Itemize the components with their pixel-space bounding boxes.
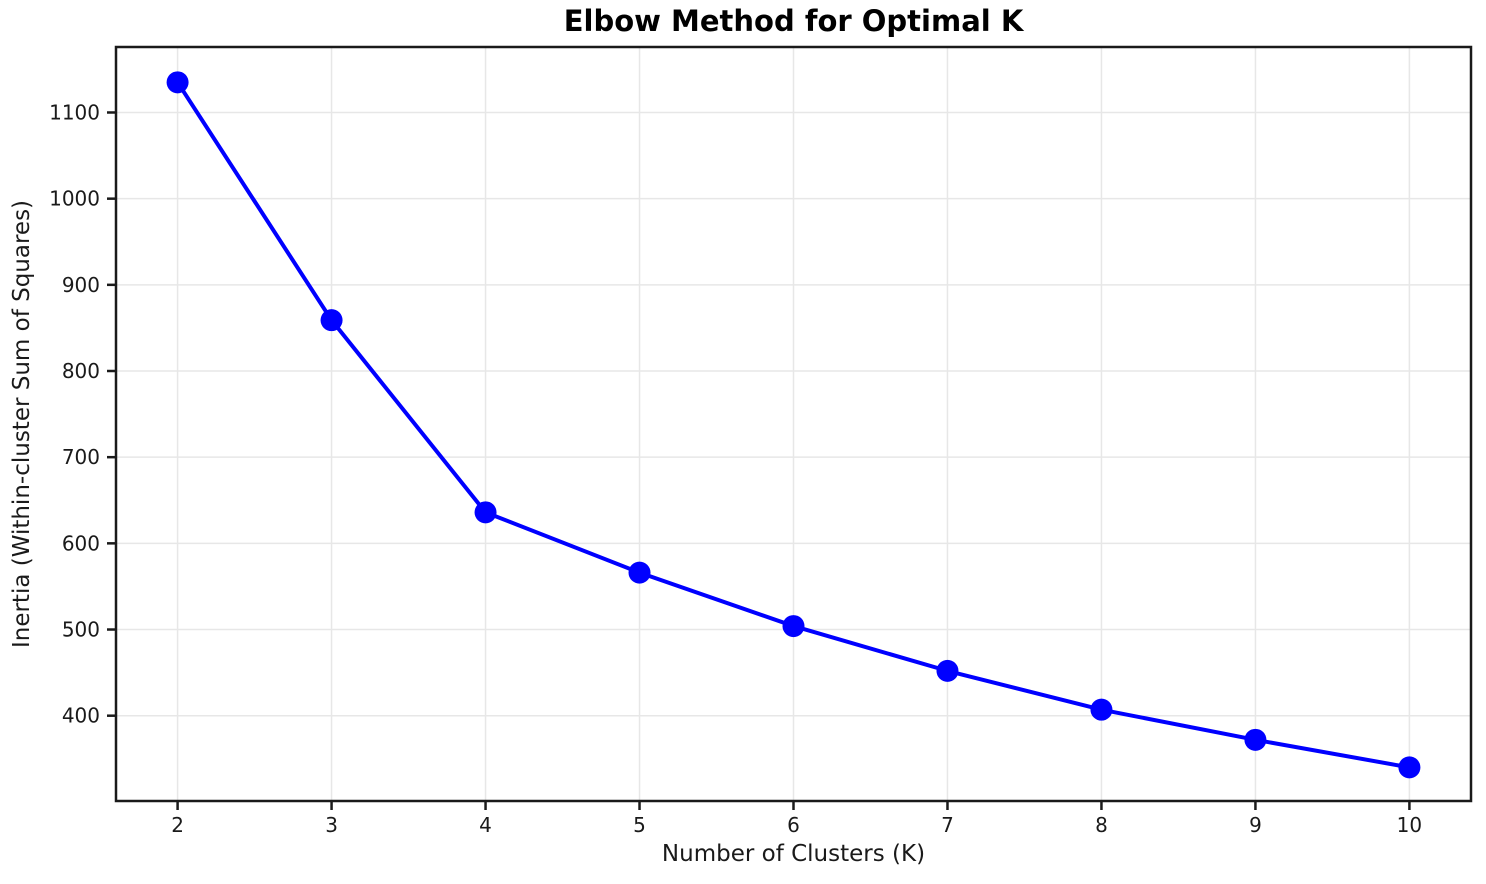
data-point-k3 xyxy=(320,309,343,332)
x-tick-label: 10 xyxy=(1397,813,1422,837)
data-point-k6 xyxy=(782,615,805,638)
x-tick-label: 2 xyxy=(171,813,184,837)
data-point-k2 xyxy=(166,71,189,94)
chart-title: Elbow Method for Optimal K xyxy=(563,4,1024,38)
data-point-k10 xyxy=(1398,756,1421,779)
y-tick-label: 700 xyxy=(62,445,100,469)
x-tick-label: 4 xyxy=(479,813,492,837)
x-axis-label: Number of Clusters (K) xyxy=(661,841,926,867)
y-tick-label: 900 xyxy=(62,273,100,297)
x-tick-label: 3 xyxy=(325,813,338,837)
x-tick-label: 6 xyxy=(787,813,800,837)
y-tick-label: 800 xyxy=(62,359,100,383)
y-tick-label: 400 xyxy=(62,704,100,728)
data-point-k5 xyxy=(628,561,651,584)
y-tick-label: 600 xyxy=(62,531,100,555)
y-tick-label: 500 xyxy=(62,618,100,642)
data-point-k4 xyxy=(474,501,497,524)
data-point-k7 xyxy=(936,659,959,682)
data-point-k9 xyxy=(1244,728,1267,751)
y-tick-label: 1000 xyxy=(49,187,100,211)
x-tick-label: 5 xyxy=(633,813,646,837)
data-point-k8 xyxy=(1090,698,1113,721)
y-tick-label: 1100 xyxy=(49,100,100,124)
y-axis-label: Inertia (Within-cluster Sum of Squares) xyxy=(9,199,35,649)
x-tick-label: 8 xyxy=(1095,813,1108,837)
x-tick-label: 9 xyxy=(1249,813,1262,837)
x-tick-label: 7 xyxy=(941,813,954,837)
